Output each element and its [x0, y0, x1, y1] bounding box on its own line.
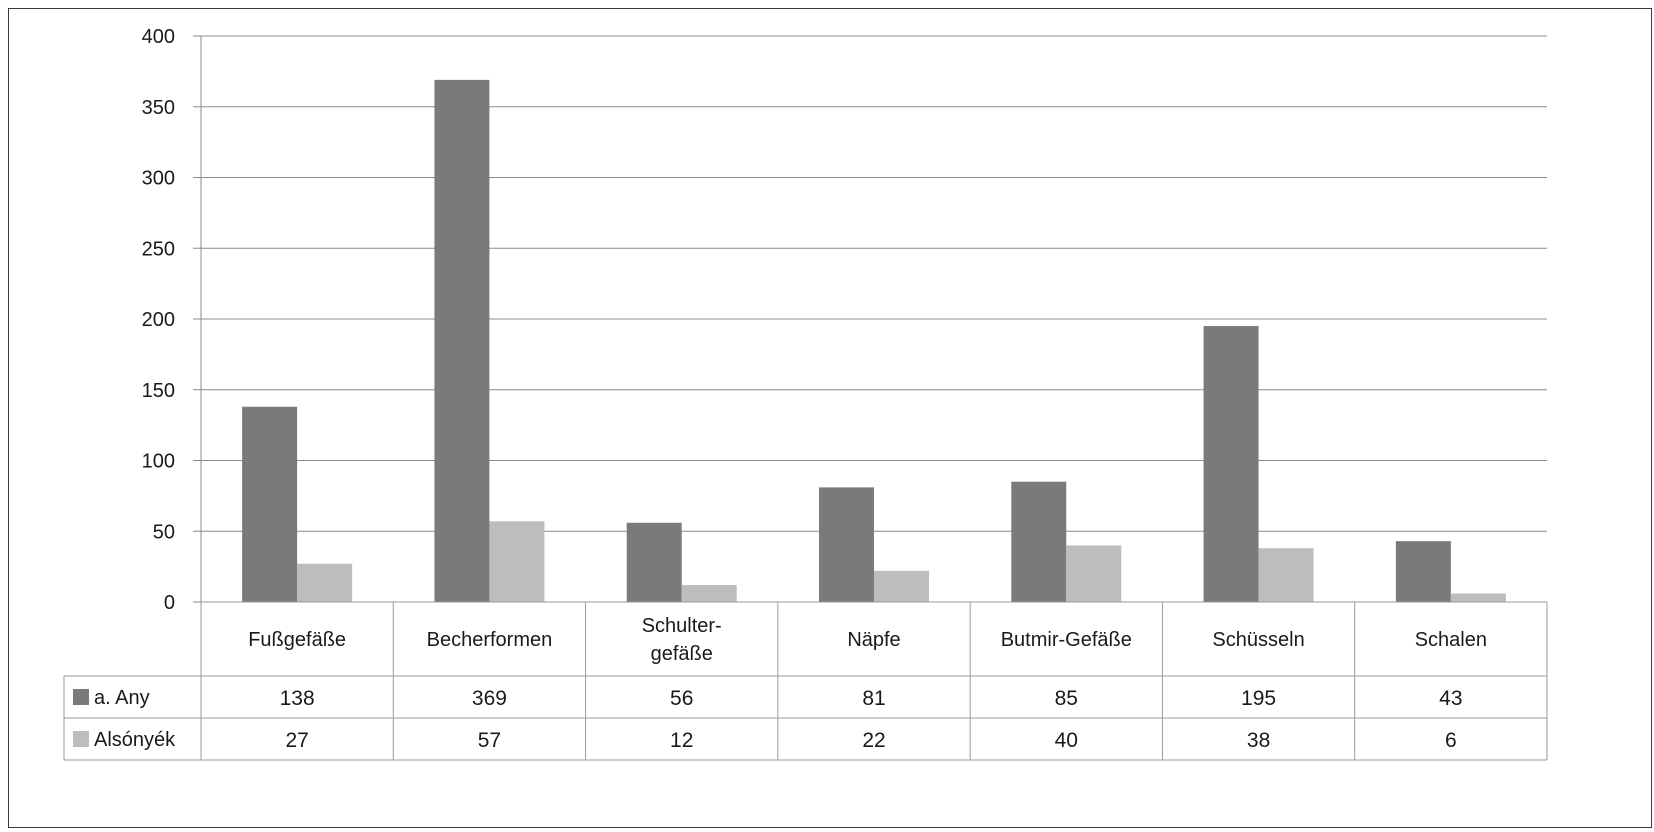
y-tick-label: 400 — [142, 26, 175, 48]
y-tick-label: 350 — [142, 97, 175, 119]
table-cell-value: 12 — [670, 729, 693, 752]
bar-series1 — [1395, 541, 1451, 602]
category-label: Näpfe — [847, 629, 900, 651]
category-label: Fußgefäße — [248, 629, 346, 651]
category-label: Becherformen — [427, 629, 553, 651]
table-cell-value: 138 — [280, 687, 315, 710]
chart-frame: 0 50 100 150 200 250 300 350 400 Fußgefäße Becher… — [8, 8, 1652, 828]
bar-series2 — [489, 521, 545, 602]
y-tick-label: 250 — [142, 238, 175, 260]
bar-series1 — [1203, 326, 1259, 602]
category-label: Schalen — [1415, 629, 1487, 651]
table-cell-value: 85 — [1055, 687, 1078, 710]
bar-chart: 0 50 100 150 200 250 300 350 400 Fußgefäße Becher… — [63, 26, 1548, 761]
y-axis-tick-labels: 0 50 100 150 200 250 300 350 400 — [142, 26, 175, 614]
y-tick-label: 200 — [142, 309, 175, 331]
y-tick-label: 0 — [164, 592, 175, 614]
table-cell-value: 43 — [1439, 687, 1462, 710]
category-label: Schulter- — [642, 615, 722, 637]
table-cell-value: 6 — [1445, 729, 1457, 752]
bar-series1 — [626, 522, 682, 602]
table-cell-value: 369 — [472, 687, 507, 710]
y-tick-label: 50 — [153, 521, 175, 543]
bar-series2 — [1066, 545, 1122, 602]
table-cell-value: 56 — [670, 687, 693, 710]
table-cell-value: 195 — [1241, 687, 1276, 710]
category-label: Butmir-Gefäße — [1001, 629, 1132, 651]
table-cell-value: 81 — [862, 687, 885, 710]
bar-series1 — [1011, 481, 1067, 602]
table-cell-value: 38 — [1247, 729, 1270, 752]
table-cell-value: 22 — [862, 729, 885, 752]
bar-series2 — [1258, 548, 1314, 602]
bar-series1 — [819, 487, 874, 602]
bar-series1 — [242, 406, 298, 602]
data-table: Fußgefäße Becherformen Schulter-gefäße Näpf… — [63, 601, 1548, 761]
legend-label: Alsónyék — [94, 729, 176, 751]
bar-series2 — [681, 585, 737, 602]
gridlines — [193, 35, 1547, 603]
category-label: gefäße — [651, 643, 713, 665]
bar-series2 — [297, 563, 353, 602]
bar-series2 — [1450, 593, 1506, 602]
bar-series1 — [434, 79, 490, 603]
legend-swatch — [73, 731, 89, 747]
legend-swatch — [73, 689, 89, 705]
y-tick-label: 150 — [142, 380, 175, 402]
bars — [242, 79, 1506, 603]
table-cell-value: 27 — [285, 729, 308, 752]
category-label: Schüsseln — [1212, 629, 1304, 651]
y-tick-label: 300 — [142, 168, 175, 190]
legend-label: a. Any — [94, 687, 150, 709]
bar-series2 — [874, 570, 929, 602]
table-cell-value: 57 — [478, 729, 501, 752]
y-tick-label: 100 — [142, 451, 175, 473]
table-cell-value: 40 — [1055, 729, 1078, 752]
